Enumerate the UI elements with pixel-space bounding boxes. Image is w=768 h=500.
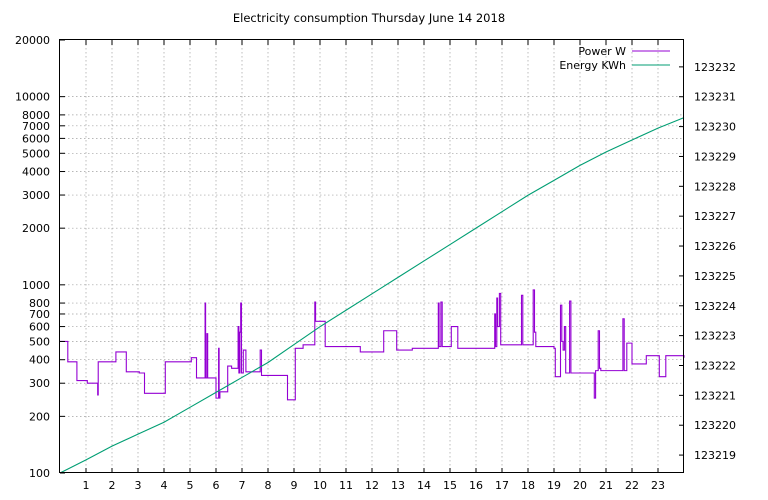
x-tick-label: 13 [391,479,405,492]
x-tick-label: 11 [339,479,353,492]
x-tick-label: 16 [469,479,483,492]
x-tick-label: 17 [495,479,509,492]
y-right-tick-label: 123220 [694,419,736,432]
plot-frame [59,39,684,473]
y-left-tick-label: 1000 [22,279,50,292]
y-right-tick-label: 123230 [694,121,736,134]
series-energy-kwh [59,117,685,474]
y-right-tick-label: 123228 [694,180,736,193]
y-left-tick-label: 200 [29,410,50,423]
x-tick-label: 2 [109,479,116,492]
legend-label-power-w: Power W [578,45,626,58]
y-left-tick-label: 5000 [22,147,50,160]
y-left-tick-label: 6000 [22,132,50,145]
x-tick-label: 9 [291,479,298,492]
y-left-tick-label: 2000 [22,222,50,235]
chart-title: Electricity consumption Thursday June 14… [233,11,505,25]
y-left-tick-label: 300 [29,377,50,390]
x-axis-labels: 1 2 3 4 5 6 7 8 9 10 11 12 13 14 15 16 17 18 19 20 21 22 23 [83,479,666,492]
x-tick-label: 6 [213,479,220,492]
y-left-tick-label: 20000 [15,34,50,47]
x-tick-label: 5 [187,479,194,492]
y-right-tick-label: 123219 [694,449,736,462]
energy-kwh-line [59,117,685,474]
y-left-tick-label: 10000 [15,91,50,104]
y-left-tick-label: 600 [29,321,50,334]
y-left-tick-label: 800 [29,297,50,310]
x-tick-label: 12 [365,479,379,492]
y-right-tick-label: 123222 [694,359,736,372]
x-tick-label: 8 [265,479,272,492]
y-right-tick-label: 123223 [694,330,736,343]
y-right-tick-label: 123224 [694,300,736,313]
y-right-axis-labels: 123219 123220 123221 123222 123223 123224 1232… [694,61,736,462]
y-left-tick-label: 8000 [22,109,50,122]
y-right-tick-label: 123226 [694,240,736,253]
y-left-tick-label: 500 [29,335,50,348]
y-left-tick-label: 700 [29,308,50,321]
y-right-tick-label: 123231 [694,91,736,104]
axis-ticks [60,39,684,474]
x-tick-label: 10 [313,479,327,492]
legend-label-energy-kwh: Energy KWh [559,59,626,72]
series-power-w [60,289,685,401]
y-left-tick-label: 100 [29,467,50,480]
y-left-tick-label: 7000 [22,120,50,133]
y-right-tick-label: 123225 [694,270,736,283]
y-right-tick-label: 123227 [694,210,736,223]
x-tick-label: 15 [443,479,457,492]
x-tick-label: 22 [625,479,639,492]
y-right-tick-label: 123229 [694,150,736,163]
x-tick-label: 4 [161,479,168,492]
x-tick-label: 3 [135,479,142,492]
x-tick-label: 18 [521,479,535,492]
y-right-tick-label: 123232 [694,61,736,74]
y-right-tick-label: 123221 [694,389,736,402]
x-tick-label: 20 [573,479,587,492]
y-left-tick-label: 4000 [22,166,50,179]
legend: Power W Energy KWh [559,45,670,72]
y-left-tick-label: 3000 [22,189,50,202]
x-tick-label: 23 [651,479,665,492]
x-tick-label: 1 [83,479,90,492]
power-w-line [60,289,685,401]
x-tick-label: 7 [239,479,246,492]
grid [60,40,684,473]
x-tick-label: 21 [599,479,613,492]
x-tick-label: 14 [417,479,431,492]
x-tick-label: 19 [547,479,561,492]
y-left-tick-label: 400 [29,354,50,367]
